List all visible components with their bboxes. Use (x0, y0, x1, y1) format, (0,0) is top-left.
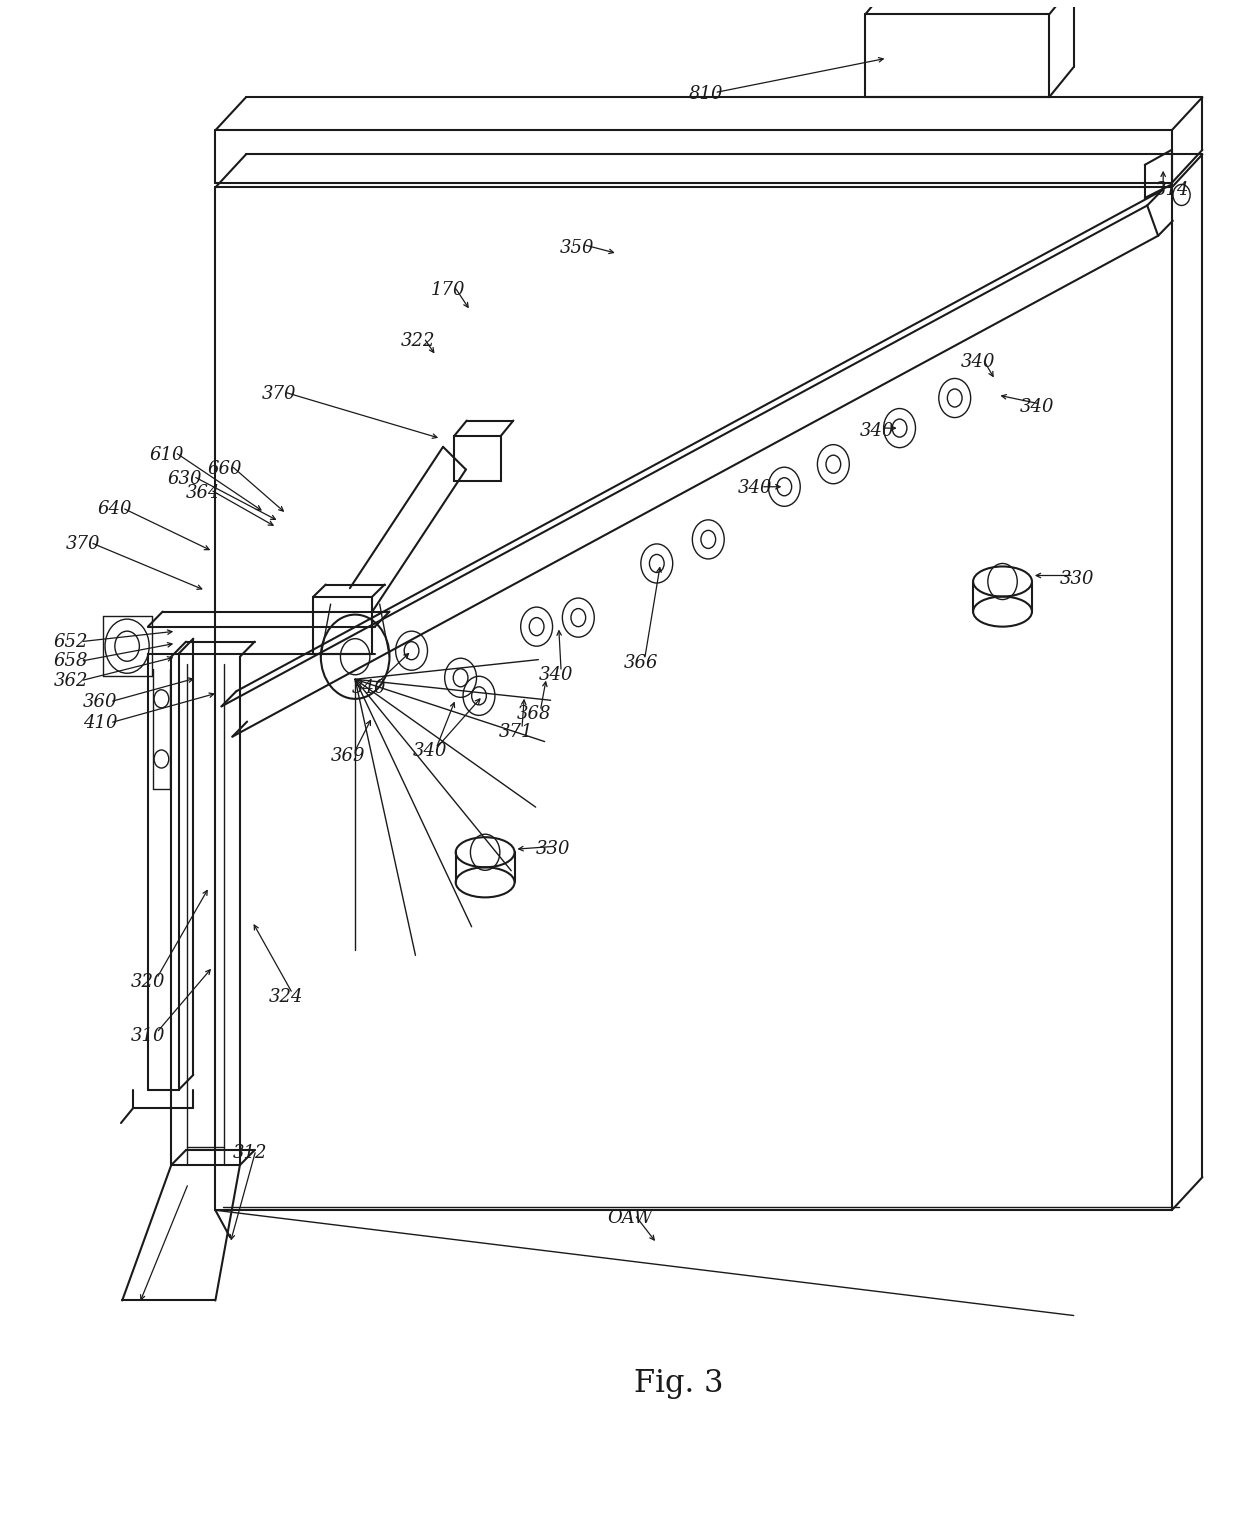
Text: Fig. 3: Fig. 3 (634, 1368, 724, 1398)
Text: 314: 314 (1154, 182, 1189, 199)
Text: 320: 320 (130, 973, 165, 991)
Text: 340: 340 (738, 480, 773, 498)
Text: 340: 340 (351, 680, 386, 697)
Text: OAW: OAW (608, 1208, 652, 1227)
Text: 810: 810 (688, 85, 723, 103)
Text: 610: 610 (149, 446, 184, 465)
Text: 312: 312 (232, 1145, 267, 1163)
Text: 340: 340 (539, 666, 573, 683)
Text: 322: 322 (401, 332, 435, 349)
Text: 640: 640 (98, 501, 133, 518)
Text: 371: 371 (498, 723, 533, 741)
Text: 370: 370 (262, 384, 296, 402)
Bar (455, 436, 501, 481)
Text: 340: 340 (1019, 398, 1054, 416)
Text: 368: 368 (517, 704, 552, 723)
Text: 330: 330 (536, 841, 570, 858)
Text: 364: 364 (186, 484, 221, 502)
Text: 340: 340 (961, 352, 996, 370)
Text: 660: 660 (208, 460, 243, 478)
Text: 170: 170 (432, 281, 465, 299)
Text: 410: 410 (83, 713, 118, 732)
Text: 340: 340 (413, 742, 448, 761)
Text: 360: 360 (83, 692, 118, 710)
Text: 362: 362 (53, 672, 88, 689)
Text: 652: 652 (53, 633, 88, 651)
Text: 324: 324 (269, 988, 304, 1005)
Text: 310: 310 (130, 1026, 165, 1044)
Text: 366: 366 (624, 654, 658, 672)
Text: 630: 630 (167, 471, 202, 489)
Text: 340: 340 (861, 422, 895, 440)
Text: 330: 330 (1060, 569, 1095, 587)
Text: 369: 369 (331, 747, 365, 765)
Text: 658: 658 (53, 653, 88, 671)
Text: 370: 370 (66, 534, 100, 553)
Text: 350: 350 (559, 238, 594, 257)
